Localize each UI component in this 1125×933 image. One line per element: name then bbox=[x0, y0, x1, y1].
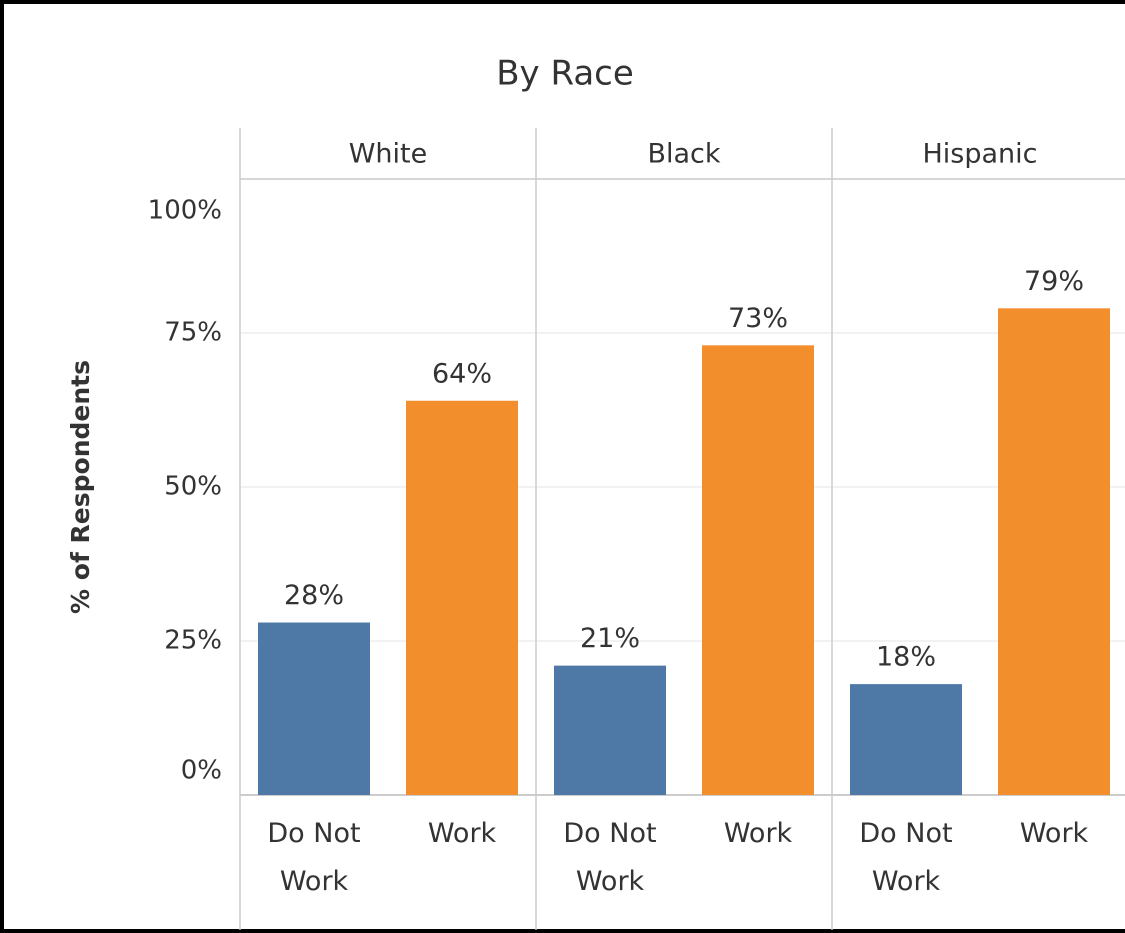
x-tick-label: Do Not Work bbox=[267, 818, 361, 897]
y-axis-title: % of Respondents bbox=[66, 360, 95, 614]
x-tick-label: Work bbox=[723, 818, 793, 849]
y-tick-label: 75% bbox=[164, 318, 222, 348]
chart-title: By Race bbox=[496, 54, 634, 94]
x-tick-label: Work bbox=[1019, 818, 1089, 849]
bar bbox=[998, 308, 1110, 795]
panel-label: Black bbox=[647, 139, 720, 170]
bar bbox=[406, 400, 518, 795]
x-tick-label: Do Not Work bbox=[563, 818, 657, 897]
bar bbox=[258, 622, 370, 795]
bar bbox=[702, 345, 814, 795]
y-tick-label: 0% bbox=[181, 756, 222, 786]
y-tick-label: 25% bbox=[164, 626, 222, 656]
y-tick-label: 50% bbox=[164, 472, 222, 502]
panel-label: Hispanic bbox=[922, 139, 1037, 170]
value-label: 18% bbox=[876, 642, 936, 673]
panel-label: White bbox=[349, 139, 428, 170]
x-tick-label: Do Not Work bbox=[859, 818, 953, 897]
value-label: 64% bbox=[432, 358, 492, 389]
value-label: 21% bbox=[580, 623, 640, 654]
value-label: 79% bbox=[1024, 266, 1084, 297]
bar bbox=[554, 665, 666, 795]
value-label: 73% bbox=[728, 303, 788, 334]
y-tick-label: 100% bbox=[148, 196, 222, 226]
bar bbox=[850, 684, 962, 795]
value-label: 28% bbox=[284, 580, 344, 611]
x-tick-label: Work bbox=[427, 818, 497, 849]
